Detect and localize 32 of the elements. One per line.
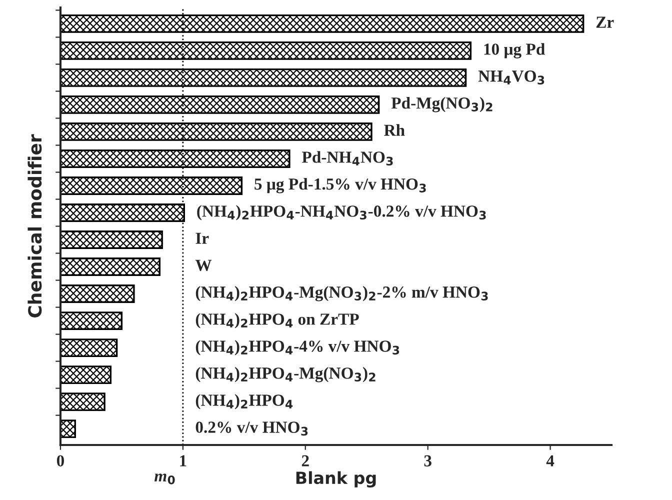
bar: [60, 366, 112, 384]
bar: [60, 284, 135, 303]
y-tick-label: Pd-Mg(NO$_{3}$)$_{2}$: [391, 96, 492, 112]
y-tick-label: 0.2% v/v HNO$_{3}$: [196, 422, 308, 436]
y-tick-label: (NH$_{4}$)$_{2}$HPO$_{4}$ on ZrTP: [196, 313, 359, 328]
x-tick-label: 2: [302, 455, 309, 466]
y-tick-label: Zr: [596, 16, 614, 28]
y-tick-label: W: [195, 260, 212, 272]
x-tick-label: 3: [424, 455, 432, 466]
bar: [60, 338, 118, 357]
ref-line-label: m$_{0}$: [154, 474, 175, 484]
y-tick-label: 5 μg Pd-1.5% v/v HNO$_{3}$: [254, 178, 426, 194]
y-tick-label: Rh: [384, 124, 405, 136]
bar: [60, 312, 123, 330]
x-axis-title: Blank pg: [296, 471, 376, 488]
category-label: (NH$_{4}$)$_{2}$HPO$_{4}$-NH$_{4}$NO$_{3}$-0.2% v/v HNO$_{3}$: [197, 205, 486, 220]
y-tick-label: 10 μg Pd: [484, 43, 545, 58]
y-tick-label: Ir: [196, 232, 209, 244]
y-tick-label: NH$_{4}$VO$_{3}$: [478, 70, 544, 84]
y-axis-title: Chemical modifier: [28, 134, 42, 318]
bar: [60, 420, 76, 438]
y-tick-label: (NH$_{4}$)$_{2}$HPO$_{4}$: [196, 394, 293, 410]
x-tick-label: 4: [546, 455, 554, 466]
y-tick-label: (NH$_{4}$)$_{2}$HPO$_{4}$-4% v/v HNO$_{3}$: [196, 340, 400, 356]
y-tick-label: Pd-NH$_{4}$NO$_{3}$: [302, 151, 393, 166]
bar: [60, 258, 160, 276]
bar: [60, 392, 106, 411]
bar: [60, 230, 163, 249]
category-label: (NH$_{4}$)$_{2}$HPO$_{4}$-Mg(NO$_{3}$)$_{2}$: [196, 367, 376, 382]
x-tick-label: 0: [56, 455, 64, 466]
category-label: (NH$_{4}$)$_{2}$HPO$_{4}$-Mg(NO$_{3}$)$_{2}$-2% m/v HNO$_{3}$: [196, 286, 488, 302]
x-tick-label: 1: [180, 455, 186, 466]
